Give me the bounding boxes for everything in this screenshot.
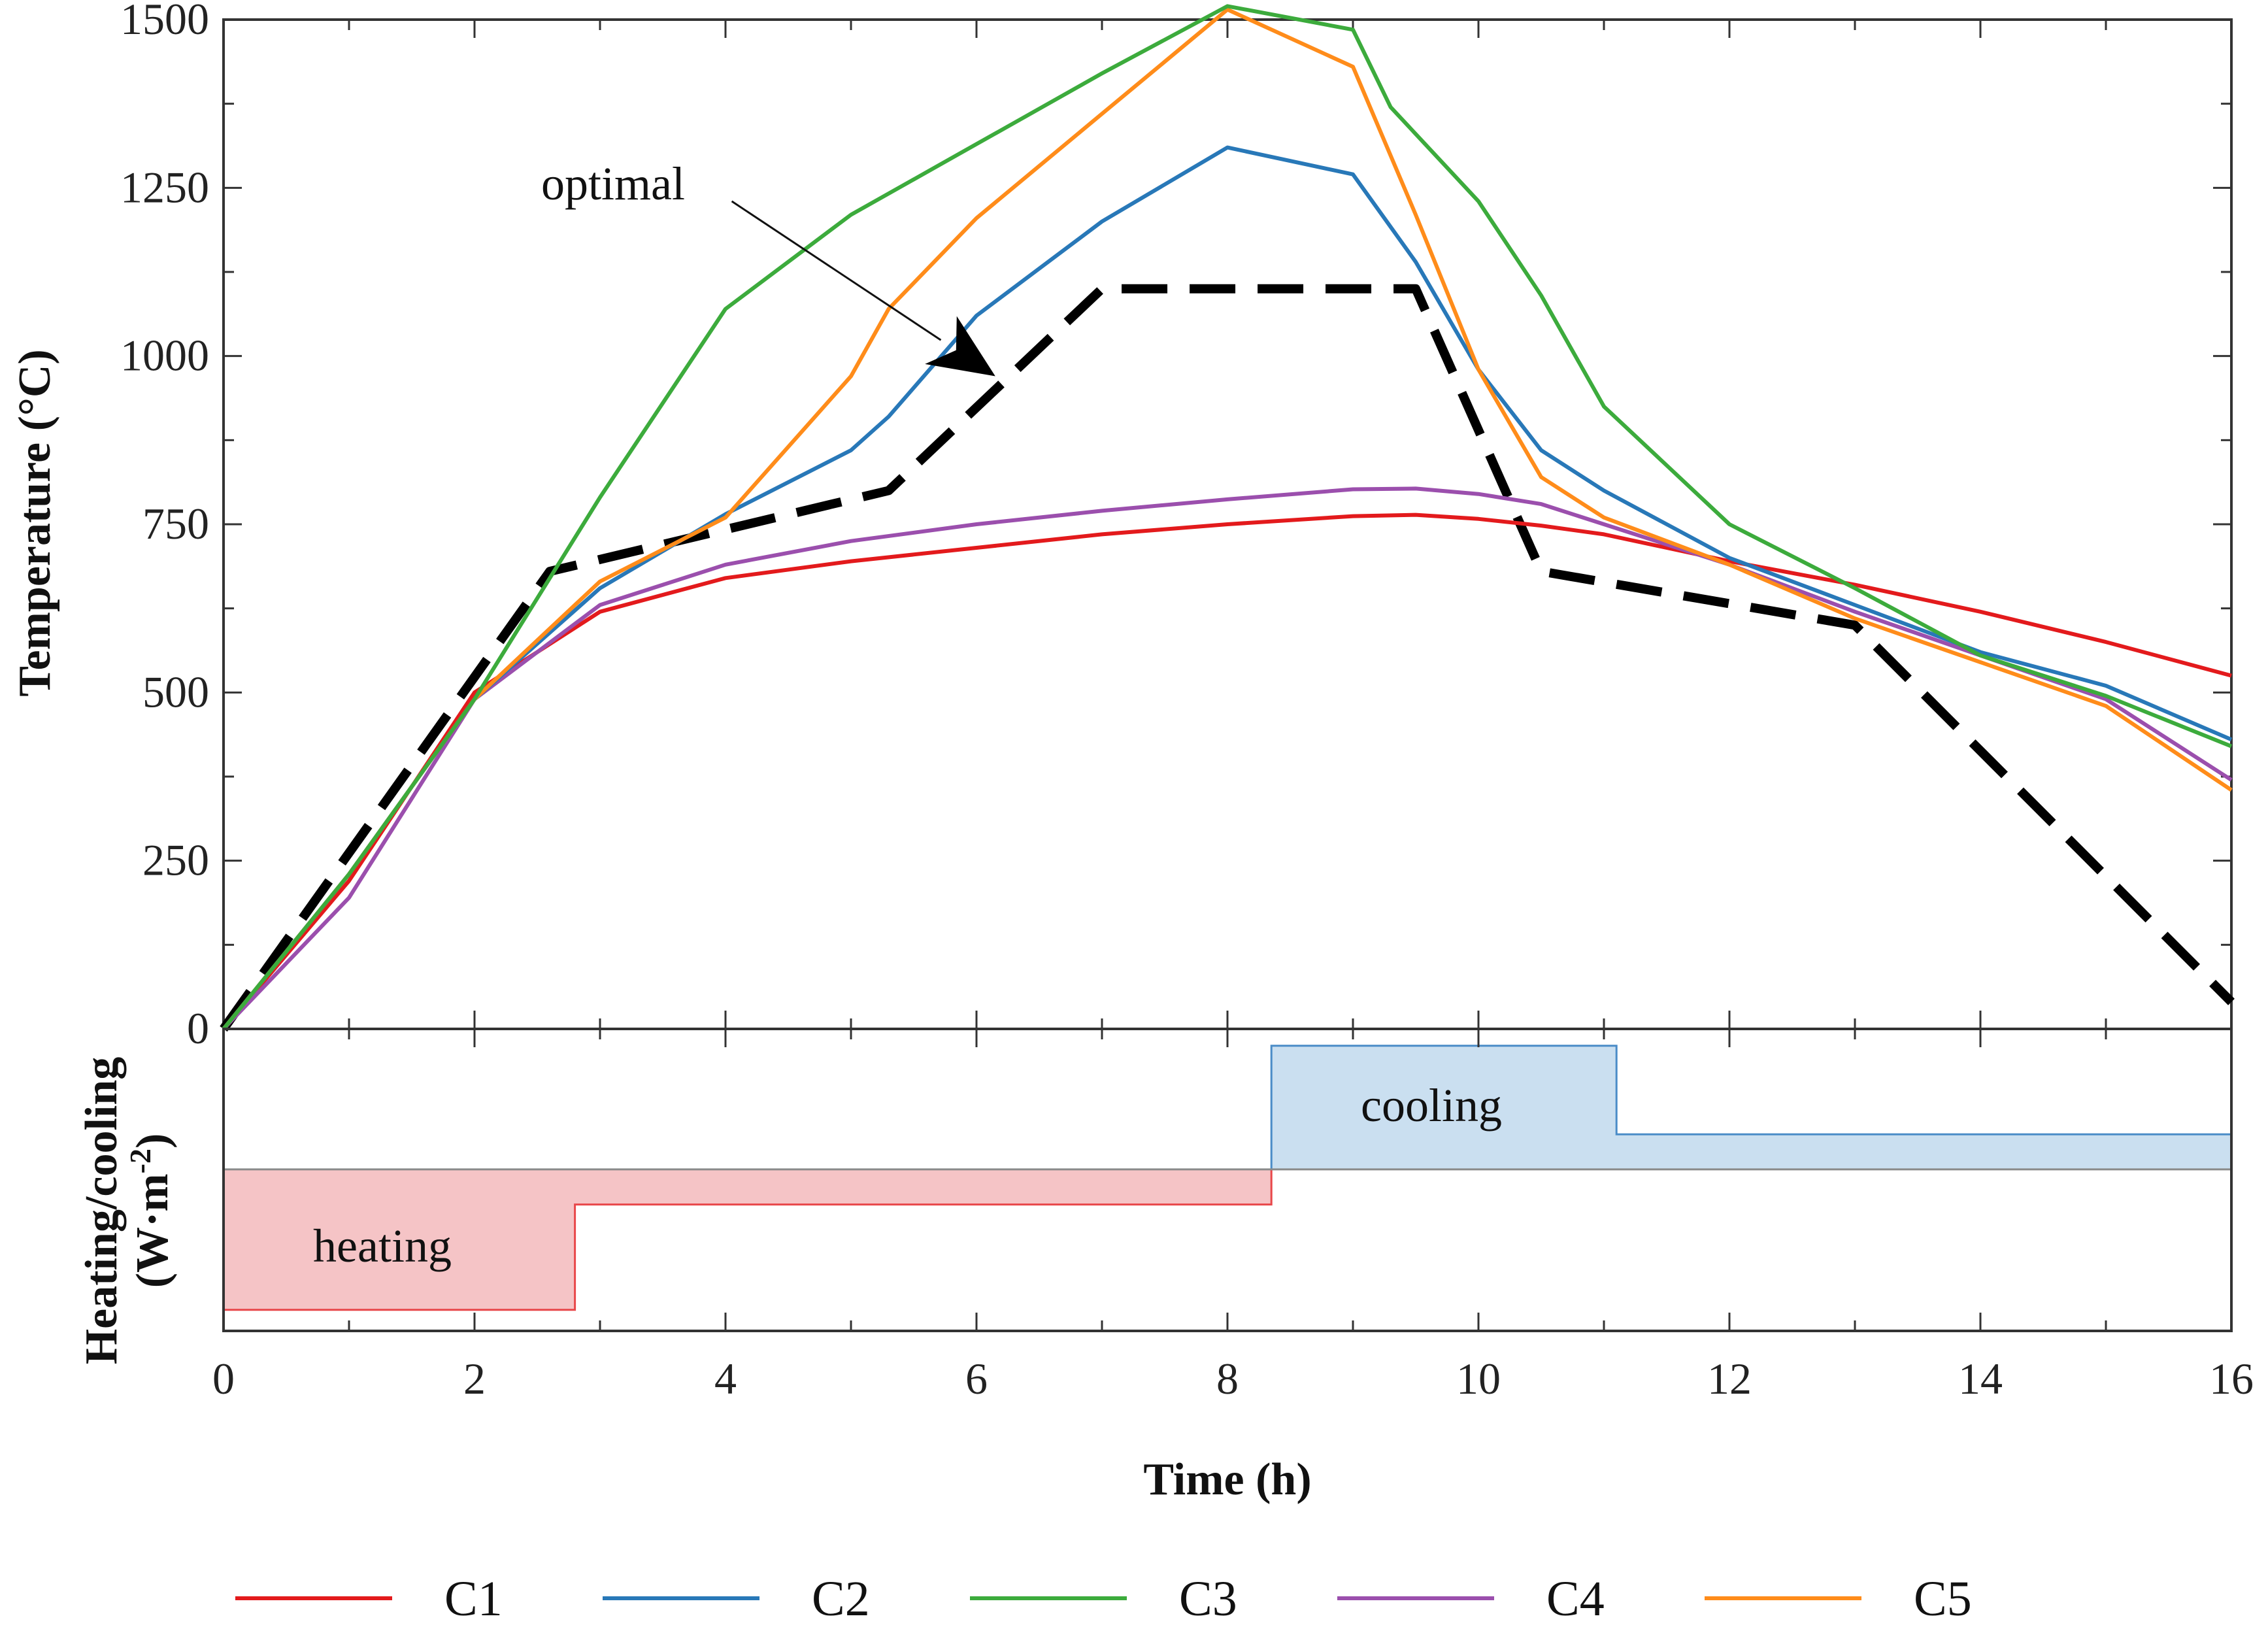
optimal-arrow-shaft [731,200,942,341]
optimal-annotation-label: optimal [541,158,685,210]
series-line-c3 [222,4,2233,1030]
heating-cooling-axis-title-line1: Heating/cooling [76,1057,127,1365]
heating-cooling-axis-title-line2: (W·m-2) [124,1134,178,1288]
time-axis-title: Time (h) [1143,1454,1311,1505]
y-tick-label: 500 [142,667,209,716]
y-tick-label: 1250 [120,162,209,212]
x-tick-labels: 0 2 4 6 8 10 12 14 16 [212,1354,2254,1403]
x-tick-label: 12 [1707,1354,1752,1403]
y-tick-label: 750 [142,499,209,548]
series-line-c4 [222,486,2233,1031]
optimal-arrow-head [925,316,995,377]
temperature-series-group [220,4,2235,1032]
x-tick-label: 0 [212,1354,235,1403]
y-tick-label: 250 [142,835,209,885]
x-tick-label: 4 [714,1354,737,1403]
temperature-ticks: 0 250 500 750 1000 1250 1500 [120,0,2233,1053]
heating-cooling-panel: heating cooling Heating/cooling (W·m-2) [76,1028,2233,1365]
x-tick-label: 14 [1958,1354,2003,1403]
y-tick-label: 0 [187,1003,209,1053]
heating-cooling-ticks [222,1029,2233,1331]
temperature-panel: 0 250 500 750 1000 1250 1500 optimal Temperatu… [10,0,2235,1053]
series-line-c1 [222,512,2232,1030]
legend-label-c2: C2 [812,1571,870,1626]
legend-label-c4: C4 [1546,1571,1605,1626]
cooling-label: cooling [1361,1079,1502,1132]
y-tick-label: 1500 [120,0,209,44]
legend: C1 C2 C3 C4 C5 [235,1571,1972,1626]
y-tick-label: 1000 [120,331,209,380]
optimal-annotation [731,200,995,377]
series-line-c5 [222,7,2233,1030]
temperature-axis-title: Temperature (°C) [10,349,60,697]
heating-area [224,1169,1272,1310]
series-line-optimal [220,284,2235,1032]
legend-label-c5: C5 [1914,1571,1972,1626]
heating-cooling-axis-title: Heating/cooling (W·m-2) [76,1057,178,1365]
heating-cooling-fills [222,1045,2233,1311]
x-tick-label: 6 [965,1354,988,1403]
x-tick-label: 10 [1456,1354,1501,1403]
x-tick-label: 2 [463,1354,486,1403]
series-line-c2 [222,145,2233,1030]
x-tick-label: 8 [1216,1354,1239,1403]
legend-label-c3: C3 [1179,1571,1237,1626]
heating-label: heating [313,1220,452,1272]
legend-label-c1: C1 [444,1571,503,1626]
cooling-area [1271,1045,2231,1169]
x-tick-label: 16 [2209,1354,2254,1403]
